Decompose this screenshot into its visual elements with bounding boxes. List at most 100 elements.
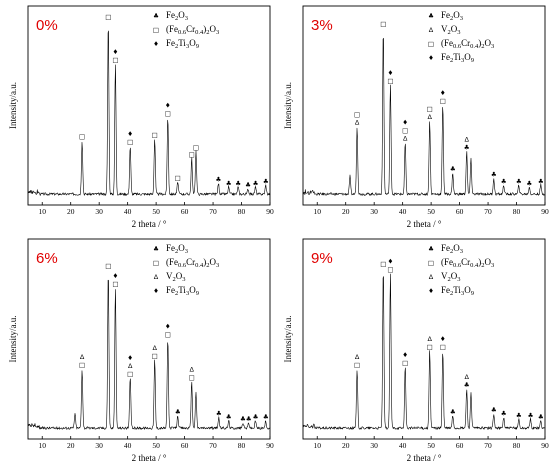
plot-frame (27, 238, 271, 440)
x-tick-label: 60 (456, 207, 464, 216)
peak-marker-diamond: ♦ (402, 119, 408, 127)
x-tick-label: 80 (513, 441, 521, 450)
x-tick-label: 50 (427, 207, 435, 216)
legend-marker-club: ♣ (153, 245, 159, 253)
legend-entry: (Fe0.6Cr0.4)2O3 (441, 257, 494, 269)
x-tick-label: 20 (67, 207, 75, 216)
x-tick-label: 40 (399, 441, 407, 450)
peak-marker-club: ♣ (526, 179, 532, 187)
peak-marker-club: ♣ (538, 413, 544, 421)
legend-marker-diamond: ♦ (153, 287, 159, 295)
peak-marker-triangle: Δ (80, 353, 85, 361)
peak-marker-square: □ (354, 361, 360, 369)
x-tick-label: 50 (427, 441, 435, 450)
x-tick-label: 40 (124, 207, 132, 216)
diffraction-trace (27, 279, 271, 430)
peak-marker-square: □ (402, 359, 408, 367)
peak-marker-square: □ (175, 174, 181, 182)
x-tick-label: 90 (541, 441, 549, 450)
peak-marker-diamond: ♦ (112, 272, 118, 280)
x-tick-label: 30 (370, 441, 378, 450)
legend-entry: V2O3 (166, 271, 186, 283)
doping-percent-label: 6% (36, 250, 58, 267)
peak-marker-diamond: ♦ (127, 130, 133, 138)
peak-marker-square: □ (112, 280, 118, 288)
peak-marker-square: □ (105, 262, 111, 270)
peak-marker-club: ♣ (246, 415, 252, 423)
plot-frame (302, 5, 546, 206)
legend-marker-triangle: Δ (429, 273, 434, 281)
peak-marker-club: ♣ (240, 415, 246, 423)
x-tick-label: 70 (484, 441, 492, 450)
x-tick-label: 70 (209, 207, 217, 216)
peak-marker-club: ♣ (516, 177, 522, 185)
legend-marker-club: ♣ (428, 245, 434, 253)
x-tick-label: 10 (313, 441, 321, 450)
x-tick-label: 80 (238, 207, 246, 216)
xrd-panel-0pct: 10 20 30 40 50 60 70 80 90 2 theta / ° Intensity/a… (0, 0, 275, 233)
legend-marker-square: □ (153, 259, 159, 267)
peak-marker-club: ♣ (516, 411, 522, 419)
x-tick-label: 40 (399, 207, 407, 216)
legend-marker-club: ♣ (428, 12, 434, 20)
legend-entry: V2O3 (441, 271, 461, 283)
peak-marker-club: ♣ (226, 179, 232, 187)
y-axis-label: Intensity/a.u. (283, 82, 293, 129)
legend-marker-square: □ (428, 259, 434, 267)
peak-marker-square: □ (127, 138, 133, 146)
peak-marker-club: ♣ (216, 410, 222, 418)
legend-entry: Fe2Ti3O9 (441, 52, 474, 64)
peak-marker-diamond: ♦ (165, 322, 171, 330)
diffraction-trace (27, 30, 271, 196)
peak-marker-square: □ (112, 56, 118, 64)
legend-marker-diamond: ♦ (428, 287, 434, 295)
legend-entry: (Fe0.6Cr0.4)2O3 (166, 257, 219, 269)
peak-marker-square: □ (387, 266, 393, 274)
x-tick-label: 30 (95, 441, 103, 450)
peak-marker-club: ♣ (253, 179, 259, 187)
peak-marker-square: □ (402, 127, 408, 135)
x-tick-label: 90 (541, 207, 549, 216)
legend-entry: Fe2Ti3O9 (166, 38, 199, 50)
legend-marker-square: □ (428, 40, 434, 48)
peak-marker-square: □ (193, 143, 199, 151)
peak-marker-club: ♣ (501, 410, 507, 418)
x-tick-label: 80 (513, 207, 521, 216)
legend-entry: Fe2O3 (441, 243, 463, 255)
peak-marker-square: □ (380, 20, 386, 28)
peak-marker-triangle: Δ (128, 362, 133, 370)
xrd-panel-9pct: 10 20 30 40 50 60 70 80 90 2 theta / ° Intensity/a… (275, 233, 550, 467)
x-tick-label: 20 (67, 441, 75, 450)
legend-entry: V2O3 (441, 24, 461, 36)
xrd-panel-3pct: 10 20 30 40 50 60 70 80 90 2 theta / ° Intensity/a… (275, 0, 550, 233)
diffraction-trace (302, 273, 546, 430)
peak-marker-square: □ (79, 133, 85, 141)
x-tick-label: 70 (484, 207, 492, 216)
peak-marker-square: □ (127, 370, 133, 378)
x-tick-label: 90 (266, 441, 274, 450)
peak-marker-triangle: Δ (427, 113, 432, 121)
peak-marker-diamond: ♦ (402, 351, 408, 359)
doping-percent-label: 0% (36, 17, 58, 34)
x-tick-label: 20 (342, 441, 350, 450)
peak-marker-square: □ (79, 361, 85, 369)
x-tick-label: 30 (95, 207, 103, 216)
peak-marker-diamond: ♦ (112, 48, 118, 56)
peak-marker-square: □ (105, 13, 111, 21)
peak-marker-triangle: Δ (403, 135, 408, 143)
x-tick-label: 60 (456, 441, 464, 450)
legend-entry: Fe2O3 (441, 10, 463, 22)
legend-entry: (Fe0.6Cr0.4)2O3 (166, 24, 219, 36)
peak-marker-club: ♣ (491, 406, 497, 414)
peak-marker-square: □ (165, 109, 171, 117)
peak-marker-club: ♣ (464, 143, 470, 151)
x-tick-label: 30 (370, 207, 378, 216)
plot-frame (302, 238, 546, 440)
legend-marker-diamond: ♦ (153, 40, 159, 48)
legend-marker-square: □ (153, 26, 159, 34)
peak-marker-diamond: ♦ (387, 258, 393, 266)
peak-marker-club: ♣ (450, 165, 456, 173)
peak-marker-triangle: Δ (189, 366, 194, 374)
peak-marker-triangle: Δ (355, 118, 360, 126)
legend-entry: Fe2Ti3O9 (166, 285, 199, 297)
